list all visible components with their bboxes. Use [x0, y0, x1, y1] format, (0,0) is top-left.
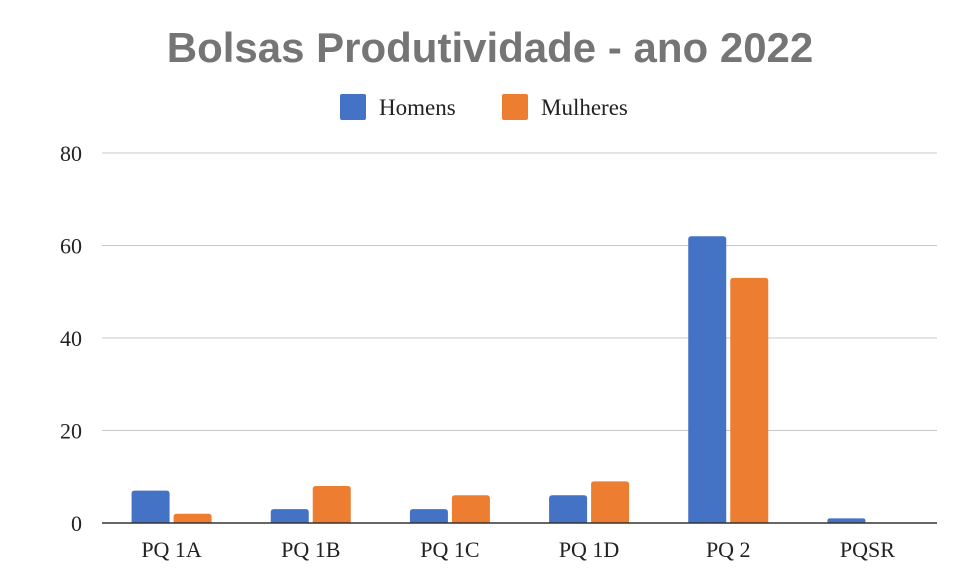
y-tick-label-80: 80 — [60, 141, 82, 166]
x-axis-tick-labels: PQ 1A PQ 1B PQ 1C PQ 1D PQ 2 PQSR — [141, 537, 895, 562]
x-tick-label-pq-1a: PQ 1A — [141, 537, 202, 562]
gridlines — [102, 152, 937, 431]
x-tick-label-pq-2: PQ 2 — [706, 537, 751, 562]
bar-homens-pq-1c — [409, 509, 448, 523]
bar-mulheres-pq-2 — [730, 277, 769, 523]
y-axis-tick-labels: 0 20 40 60 80 — [60, 141, 82, 536]
y-tick-label-0: 0 — [71, 511, 82, 536]
bar-homens-pq-1b — [270, 509, 309, 523]
bar-homens-pqsr — [827, 518, 866, 523]
legend-label-homens: Homens — [379, 95, 456, 120]
bar-mulheres-pq-1b — [312, 486, 351, 523]
bars — [131, 236, 866, 523]
bar-homens-pq-1d — [549, 495, 588, 523]
x-tick-label-pq-1c: PQ 1C — [420, 537, 479, 562]
legend-swatch-homens — [340, 94, 366, 120]
bar-homens-pq-2 — [688, 236, 727, 523]
legend: Homens Mulheres — [340, 94, 628, 120]
legend-swatch-mulheres — [502, 94, 528, 120]
bar-mulheres-pq-1a — [173, 513, 212, 523]
bar-homens-pq-1a — [131, 490, 170, 523]
y-tick-label-60: 60 — [60, 234, 82, 259]
y-tick-label-20: 20 — [60, 419, 82, 444]
bar-mulheres-pq-1d — [591, 481, 630, 523]
x-tick-label-pq-1b: PQ 1B — [281, 537, 340, 562]
x-tick-label-pqsr: PQSR — [840, 537, 895, 562]
legend-label-mulheres: Mulheres — [541, 95, 628, 120]
x-tick-label-pq-1d: PQ 1D — [559, 537, 620, 562]
chart-title: Bolsas Produtividade - ano 2022 — [167, 24, 814, 71]
bar-mulheres-pq-1c — [451, 495, 490, 523]
y-tick-label-40: 40 — [60, 326, 82, 351]
